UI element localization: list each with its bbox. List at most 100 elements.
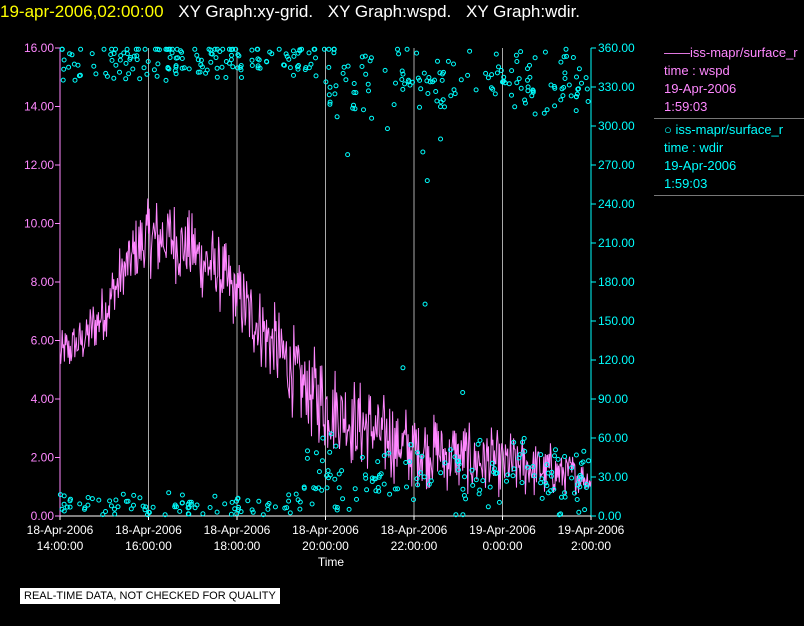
wdir-point xyxy=(82,505,88,511)
wdir-point xyxy=(103,509,108,514)
wdir-point xyxy=(131,502,136,508)
wdir-point xyxy=(538,480,544,486)
x-tick-label-date: 18-Apr-2006 xyxy=(204,523,271,537)
wdir-point xyxy=(422,301,428,307)
wdir-point xyxy=(131,492,137,498)
wdir-point xyxy=(341,64,347,70)
wdir-point xyxy=(512,104,518,110)
wdir-point xyxy=(308,61,314,67)
wdir-point xyxy=(452,454,458,460)
wdir-point xyxy=(448,93,454,99)
axes-layer: 18-Apr-2006 14:00:00 18-Apr-2006 16:00:00 18… xyxy=(24,41,635,553)
wdir-point xyxy=(505,472,511,478)
legend-label-wspd: time : wspd xyxy=(664,63,730,78)
wdir-point xyxy=(249,47,255,53)
wdir-point xyxy=(162,512,168,518)
wdir-point xyxy=(128,55,133,60)
wdir-point xyxy=(435,58,440,64)
wdir-point xyxy=(448,447,453,453)
x-tick-label-date: 18-Apr-2006 xyxy=(27,523,94,537)
wdir-point xyxy=(107,498,113,504)
wdir-point xyxy=(506,81,512,87)
wdir-point xyxy=(207,505,213,510)
y-right-tick-label: 180.00 xyxy=(598,275,635,289)
wdir-point xyxy=(238,67,244,73)
wdir-point xyxy=(525,88,531,94)
wdir-point xyxy=(134,53,140,59)
wdir-point xyxy=(179,65,185,71)
wdir-point xyxy=(167,55,173,60)
wdir-point xyxy=(186,66,192,72)
wdir-point xyxy=(234,498,239,504)
y-left-tick-label: 16.00 xyxy=(24,41,54,55)
wdir-point xyxy=(332,476,338,482)
wdir-point xyxy=(328,431,334,437)
wdir-point xyxy=(525,66,530,72)
legend-series-wspd: ——iss-mapr/surface_r xyxy=(664,45,798,60)
wdir-point xyxy=(111,51,117,56)
wdir-point xyxy=(121,50,127,56)
wdir-point xyxy=(101,46,107,52)
wdir-point xyxy=(325,468,331,474)
wdir-point xyxy=(67,504,73,510)
wdir-point xyxy=(525,77,530,83)
wdir-point xyxy=(548,488,553,494)
wdir-point xyxy=(212,493,218,499)
wdir-point xyxy=(566,82,572,88)
wdir-point xyxy=(109,57,115,63)
y-left-tick-label: 4.00 xyxy=(31,392,55,406)
wdir-point xyxy=(562,70,568,76)
wdir-point xyxy=(584,482,589,487)
wdir-point xyxy=(286,498,292,504)
wdir-point xyxy=(538,452,544,458)
wdir-point xyxy=(85,495,91,500)
legend-time-wspd: 1:59:03 xyxy=(664,99,708,114)
wdir-point xyxy=(400,71,406,77)
wdir-point xyxy=(339,468,345,474)
wdir-point xyxy=(518,49,524,55)
title-graph-wspd: XY Graph:wspd. xyxy=(327,2,452,21)
wdir-point xyxy=(124,46,130,52)
wdir-point xyxy=(438,470,444,476)
y-left-tick-label: 12.00 xyxy=(24,158,54,172)
wdir-point xyxy=(576,86,581,92)
wdir-point xyxy=(366,88,371,94)
wdir-point xyxy=(130,66,136,72)
wdir-point xyxy=(59,46,65,52)
wdir-point xyxy=(569,465,575,471)
wdir-point xyxy=(525,84,531,90)
wdir-point xyxy=(581,448,587,454)
wdir-point xyxy=(123,60,129,66)
wdir-point xyxy=(169,50,175,56)
wdir-point xyxy=(354,496,359,502)
wdir-point xyxy=(583,75,589,81)
wdir-point xyxy=(228,57,234,63)
wdir-point xyxy=(400,86,406,92)
wdir-point xyxy=(470,482,476,488)
wdir-point xyxy=(570,55,576,60)
wdir-point xyxy=(346,506,352,512)
wdir-point xyxy=(562,76,568,81)
wdir-point xyxy=(559,86,565,92)
wdir-point xyxy=(504,478,509,484)
wdir-point xyxy=(586,458,591,464)
x-tick-label-date: 19-Apr-2006 xyxy=(469,523,536,537)
wdir-point xyxy=(501,78,506,84)
wdir-point xyxy=(146,510,152,515)
wdir-point xyxy=(175,55,181,61)
wdir-point xyxy=(249,57,255,63)
wdir-point xyxy=(465,72,471,78)
wdir-point xyxy=(137,76,143,82)
wdir-point xyxy=(137,495,143,501)
wdir-point xyxy=(363,475,369,481)
wdir-point xyxy=(543,480,549,486)
wdir-point xyxy=(386,450,392,456)
wdir-point xyxy=(539,495,545,501)
wdir-point xyxy=(516,76,522,82)
y-right-tick-label: 60.00 xyxy=(598,431,628,445)
wdir-point xyxy=(214,74,220,80)
wdir-point xyxy=(345,152,351,158)
data-layer xyxy=(57,46,592,518)
wdir-point xyxy=(179,492,185,498)
wdir-point xyxy=(229,52,234,58)
